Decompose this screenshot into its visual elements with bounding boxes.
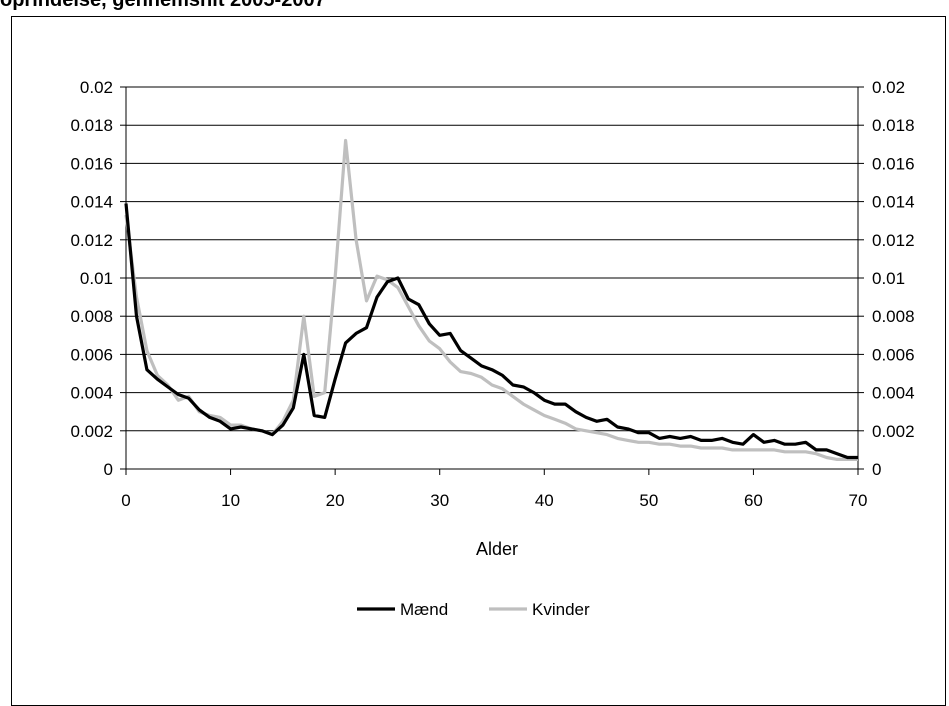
y-tick-label-left: 0 [104,460,113,479]
y-tick-label-left: 0.012 [70,231,113,250]
y-tick-label-right: 0.02 [872,78,905,97]
x-tick-label: 40 [535,491,554,510]
y-tick-label-right: 0.016 [872,154,915,173]
y-tick-label-left: 0.008 [70,307,113,326]
y-tick-label-right: 0 [872,460,881,479]
series-line-maend [124,203,858,460]
y-tick-label-right: 0.012 [872,231,915,250]
y-tick-label-right: 0.006 [872,345,915,364]
x-tick-label: 60 [744,491,763,510]
series-line-kvinder [124,138,858,461]
gridlines [126,86,858,432]
y-tick-label-left: 0.004 [70,384,113,403]
x-tick-label: 30 [430,491,449,510]
y-tick-label-left: 0.02 [80,78,113,97]
x-tick-label: 70 [849,491,868,510]
y-tick-label-left: 0.006 [70,345,113,364]
y-tick-label-right: 0.018 [872,116,915,135]
legend-label: Mænd [400,600,448,619]
legend: Mænd Kvinder [357,600,590,619]
axes [120,86,864,475]
x-tick-label: 10 [221,491,240,510]
y-tick-label-right: 0.002 [872,422,915,441]
x-axis-label: Alder [476,539,518,559]
series-lines [124,138,858,461]
legend-label: Kvinder [532,600,590,619]
y-tick-label-left: 0.014 [70,193,113,212]
x-tick-label: 50 [639,491,658,510]
y-tick-label-left: 0.018 [70,116,113,135]
y-tick-label-right: 0.004 [872,384,915,403]
y-tick-label-right: 0.01 [872,269,905,288]
y-tick-label-left: 0.002 [70,422,113,441]
y-tick-label-right: 0.014 [872,193,915,212]
y-tick-label-right: 0.008 [872,307,915,326]
y-tick-label-left: 0.01 [80,269,113,288]
chart-title: oprindelse, gennemsnit 2005-2007 [0,0,326,11]
x-tick-label: 0 [121,491,130,510]
y-tick-label-left: 0.016 [70,154,113,173]
x-tick-label: 20 [326,491,345,510]
